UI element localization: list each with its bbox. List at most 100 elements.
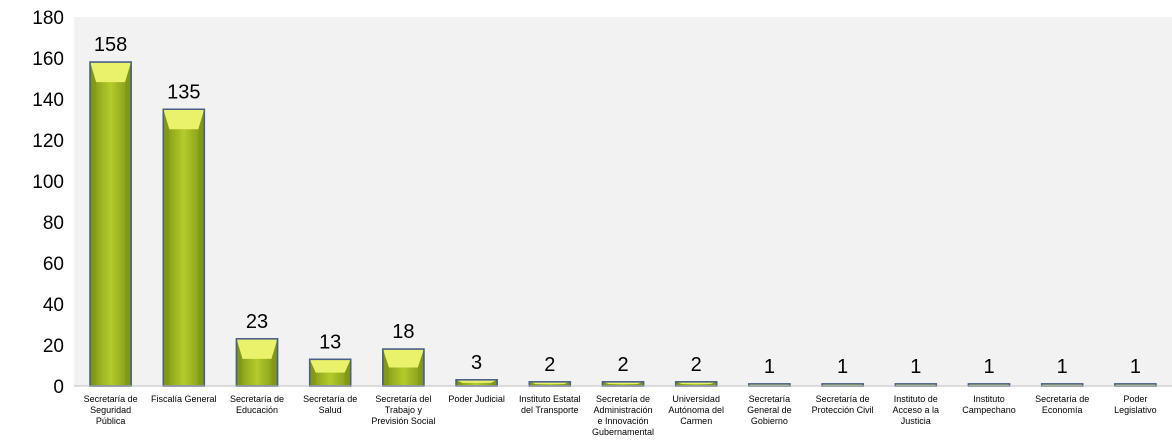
category-label-line: Secretaría del: [375, 394, 431, 404]
bar-side-left: [90, 62, 97, 386]
bar-bevel: [236, 338, 278, 359]
category-label-line: Carmen: [680, 416, 712, 426]
bar: [601, 381, 645, 387]
data-label: 2: [617, 354, 628, 376]
category-label-line: Universidad: [672, 394, 720, 404]
data-label: 1: [837, 356, 848, 378]
bar-side-right: [344, 359, 351, 386]
y-axis: 0 20 40 60 80 100 120 140 160 180: [32, 8, 64, 398]
category-label-line: Pública: [96, 416, 126, 426]
data-label: 1: [764, 356, 775, 378]
y-tick-label: 0: [53, 377, 64, 398]
data-label: 13: [319, 331, 341, 353]
bar-bevel: [163, 109, 205, 130]
bar-bevel: [309, 359, 351, 373]
bar-side-right: [198, 109, 205, 386]
bar-side-left: [309, 359, 316, 386]
category-label-line: Secretaría de: [816, 394, 870, 404]
y-tick-label: 80: [43, 213, 64, 234]
category-label-line: Trabajo y: [385, 405, 423, 415]
bar-side-right: [710, 381, 717, 386]
bar-side-right: [417, 349, 424, 386]
category-label-line: Gubernamental: [592, 427, 654, 437]
data-label: 1: [910, 356, 921, 378]
category-label-line: Fiscalía General: [151, 394, 217, 404]
bar-side-left: [456, 379, 463, 386]
category-label-line: Instituto Estatal: [519, 394, 581, 404]
bar-series: [89, 61, 1157, 387]
category-label-line: Seguridad: [90, 405, 131, 415]
category-label: Poder Judicial: [448, 394, 505, 404]
data-labels: 158 135 23 13 18 3 2 2 2 1 1 1 1 1 1: [94, 34, 1141, 378]
category-label: Universidad Autónoma del Carmen: [668, 394, 724, 426]
category-label: Secretaría del Trabajo y Previsión Social: [371, 394, 435, 426]
category-label-line: Justicia: [901, 416, 931, 426]
bar-side-left: [675, 381, 682, 386]
category-label: Instituto Campechano: [962, 394, 1016, 415]
category-label-line: Secretaría de: [596, 394, 650, 404]
y-tick-label: 120: [32, 131, 64, 152]
category-label-line: Protección Civil: [812, 405, 874, 415]
bar-side-left: [163, 109, 170, 386]
category-label-line: Secretaría de: [230, 394, 284, 404]
data-label: 158: [94, 34, 127, 56]
y-tick-label: 160: [32, 49, 64, 70]
bar-body: [89, 61, 132, 387]
bar-side-right: [491, 379, 498, 386]
category-label: Secretaría de Economía: [1035, 394, 1089, 415]
bar-side-right: [564, 381, 571, 386]
category-label: Secretaría General de Gobierno: [747, 394, 792, 426]
category-label: Secretaría de Protección Civil: [812, 394, 874, 415]
category-label-line: del Transporte: [521, 405, 579, 415]
bar: [455, 379, 498, 387]
category-label-line: Poder: [1123, 394, 1147, 404]
category-label-line: General de: [747, 405, 792, 415]
data-label: 1: [1057, 356, 1068, 378]
category-label-line: Educación: [236, 405, 278, 415]
bar-side-left: [382, 349, 389, 386]
category-label: Poder Legislativo: [1114, 394, 1157, 415]
category-label-line: Secretaría de: [1035, 394, 1089, 404]
bar: [89, 61, 132, 387]
y-tick-label: 180: [32, 8, 64, 29]
category-label: Instituto Estatal del Transporte: [519, 394, 581, 415]
category-label: Secretaría de Seguridad Pública: [84, 394, 138, 426]
plot-area: [74, 17, 1172, 386]
data-label: 1: [1130, 356, 1141, 378]
bar-side-left: [236, 338, 243, 386]
category-label-line: Gobierno: [751, 416, 788, 426]
category-label-line: Acceso a la: [893, 405, 940, 415]
category-label-line: Salud: [319, 405, 342, 415]
category-label-line: Instituto: [973, 394, 1005, 404]
bar-bevel: [382, 349, 424, 368]
bar-side-left: [529, 381, 536, 386]
bar-side-left: [602, 381, 609, 386]
bar-bevel: [90, 62, 132, 83]
category-label-line: Instituto de: [894, 394, 938, 404]
data-label: 1: [983, 356, 994, 378]
data-label: 3: [471, 352, 482, 374]
category-label-line: Administración: [593, 405, 652, 415]
category-label-line: Poder Judicial: [448, 394, 505, 404]
data-label: 2: [691, 354, 702, 376]
bar-side-right: [125, 62, 132, 386]
category-label: Fiscalía General: [151, 394, 217, 404]
data-label: 23: [246, 311, 268, 333]
category-label-line: Secretaría: [749, 394, 791, 404]
bar-side-right: [271, 338, 278, 386]
data-label: 18: [392, 321, 414, 343]
category-label-line: Legislativo: [1114, 405, 1157, 415]
data-label: 135: [167, 81, 200, 103]
bar: [162, 108, 206, 387]
category-label-line: Secretaría de: [303, 394, 357, 404]
y-tick-label: 60: [43, 254, 64, 275]
category-label-line: Previsión Social: [371, 416, 435, 426]
y-tick-label: 20: [43, 336, 64, 357]
bar: [235, 338, 279, 387]
bar-body: [162, 108, 206, 387]
category-label: Secretaría de Salud: [303, 394, 357, 415]
y-tick-label: 40: [43, 295, 64, 316]
bar: [674, 381, 718, 387]
